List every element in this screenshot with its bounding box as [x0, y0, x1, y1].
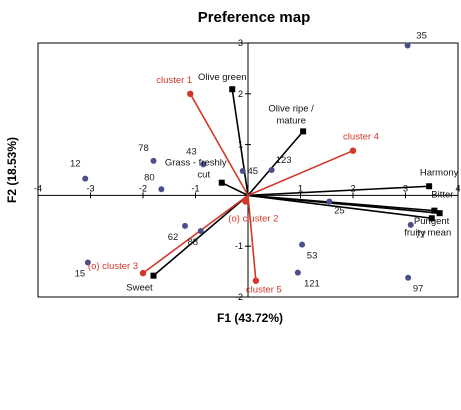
x-tick-label: 3 [403, 183, 408, 193]
observation-label: 88 [187, 237, 198, 248]
variable-label: mature [276, 115, 306, 126]
observation-point [326, 198, 333, 205]
variable-marker [300, 128, 307, 135]
observation-label: 123 [276, 155, 292, 166]
labels: Olive green Olive ripe /mature Grass - fre… [70, 31, 459, 296]
observation-label: 77 [415, 230, 426, 241]
chart-title: Preference map [198, 9, 311, 26]
observation-point [294, 269, 301, 276]
observation-point [299, 241, 306, 248]
variable-label: Pungent [414, 216, 450, 227]
x-tick-label: 1 [298, 183, 303, 193]
observation-label: 121 [304, 279, 320, 290]
variable-label: Sweet [126, 283, 153, 294]
observation-point [150, 157, 157, 164]
vectors [142, 89, 440, 281]
variable-marker [229, 86, 236, 93]
observation-label: 53 [307, 251, 318, 262]
x-tick-label: 4 [455, 183, 460, 193]
variable-label: cut [197, 170, 210, 181]
observation-point [158, 186, 165, 193]
observation-point [407, 221, 414, 228]
cluster-marker [242, 198, 249, 205]
y-tick-label: 2 [238, 89, 243, 99]
observation-label: 35 [416, 31, 427, 42]
variable-vector [247, 185, 430, 197]
y-tick-label: -2 [235, 292, 243, 302]
variable-vector [221, 181, 249, 197]
cluster-label: cluster 1 [156, 75, 192, 86]
observation-point [197, 227, 204, 234]
observation-point [239, 168, 246, 175]
cluster-label: (o) cluster 2 [228, 213, 278, 224]
cluster-label: cluster 5 [246, 285, 282, 296]
x-tick-label: -4 [34, 183, 42, 193]
observation-label: 43 [186, 146, 197, 157]
x-tick-label: -1 [191, 183, 199, 193]
variable-vector [247, 130, 304, 196]
variable-marker [150, 272, 157, 279]
x-tick-label: 2 [350, 183, 355, 193]
markers [82, 42, 443, 284]
observation-label: 45 [247, 166, 258, 177]
cluster-vector [247, 195, 257, 281]
variable-label: Bitter [431, 190, 453, 201]
variable-vector [247, 194, 432, 220]
observation-label: 25 [334, 205, 345, 216]
cluster-label: cluster 4 [343, 132, 379, 143]
variable-vector [247, 194, 440, 214]
y-tick-label: -1 [235, 241, 243, 251]
variable-marker [426, 183, 433, 190]
variable-label: Grass - freshly [165, 158, 227, 169]
variable-label: Olive ripe / [268, 103, 314, 114]
cluster-marker [349, 147, 357, 154]
variable-vector [231, 89, 249, 196]
x-axis-title: F1 (43.72%) [217, 311, 283, 325]
variable-marker [428, 215, 435, 222]
variable-label: Harmony [420, 167, 459, 178]
observation-label: 78 [138, 143, 149, 154]
variable-label: Olive green [198, 72, 247, 83]
y-tick-label: 3 [238, 38, 243, 48]
cluster-vector [142, 194, 249, 274]
observation-point [182, 222, 188, 229]
variable-marker [436, 210, 443, 217]
cluster-label: (o) cluster 3 [88, 261, 138, 272]
x-tick-label: -3 [86, 183, 94, 193]
cluster-vector [247, 149, 354, 197]
observation-label: 62 [168, 232, 179, 243]
x-tick-label: -2 [139, 183, 147, 193]
observation-point [405, 274, 412, 281]
observation-label: 97 [413, 284, 424, 295]
variable-marker [218, 179, 225, 186]
observation-point [404, 42, 411, 49]
cluster-vector [189, 93, 249, 196]
variable-label: fruity mean [404, 227, 451, 238]
observation-point [84, 259, 91, 266]
observation-label: 80 [144, 172, 155, 183]
observation-point [200, 161, 207, 168]
variable-vector [152, 194, 249, 277]
observation-point [268, 167, 275, 173]
cluster-marker [139, 269, 147, 277]
cluster-marker [187, 90, 194, 98]
observation-label: 15 [75, 268, 86, 279]
y-axis-title: F2 (18.53%) [5, 137, 19, 203]
cluster-marker [252, 277, 260, 284]
observation-label: 12 [70, 159, 81, 170]
variable-marker [431, 207, 438, 214]
observation-point [82, 175, 89, 182]
